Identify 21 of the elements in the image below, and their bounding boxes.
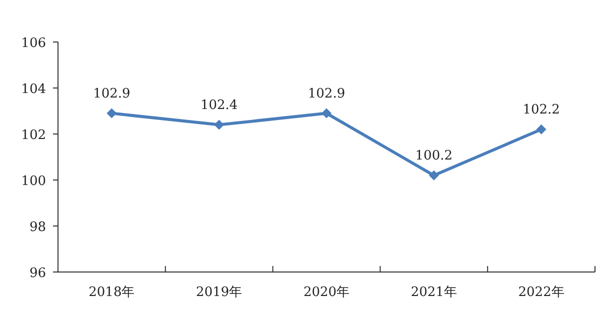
y-tick-label: 96 xyxy=(29,266,46,281)
point xyxy=(428,170,439,180)
y-tick-label: 104 xyxy=(21,82,46,97)
x-tick-label: 2018年 xyxy=(88,285,135,300)
x-tick-label: 2022年 xyxy=(518,285,564,300)
x-tick-label: 2019年 xyxy=(196,285,242,300)
point xyxy=(106,108,117,118)
data-label: 102.9 xyxy=(93,86,130,102)
y-tick-label: 106 xyxy=(21,36,46,51)
x-tick-label: 2020年 xyxy=(303,285,350,300)
y-tick-label: 100 xyxy=(21,174,46,189)
point xyxy=(214,120,224,130)
y-tick-label: 98 xyxy=(29,220,46,235)
data-label: 102.2 xyxy=(522,102,560,118)
point xyxy=(536,124,546,134)
y-tick-label: 102 xyxy=(21,128,46,143)
data-label: 102.9 xyxy=(308,86,346,102)
data-label: 100.2 xyxy=(415,148,453,164)
point xyxy=(322,108,332,118)
data-label: 102.4 xyxy=(200,98,238,113)
x-tick-label: 2021年 xyxy=(410,285,457,300)
